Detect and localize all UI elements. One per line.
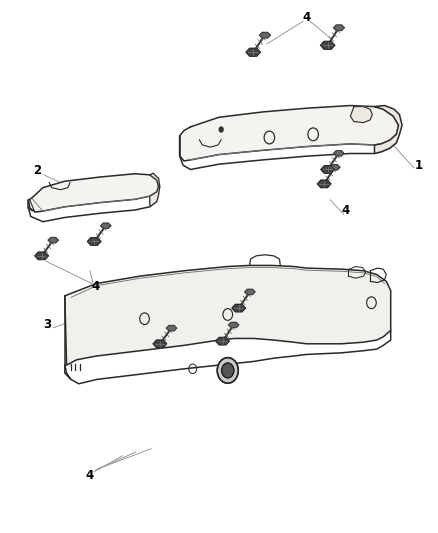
Polygon shape [28, 174, 159, 212]
Polygon shape [374, 106, 402, 154]
Text: 1: 1 [414, 159, 422, 172]
Polygon shape [246, 49, 260, 56]
Polygon shape [216, 337, 229, 345]
Polygon shape [166, 326, 177, 331]
Polygon shape [180, 106, 399, 161]
Polygon shape [334, 151, 344, 156]
Polygon shape [321, 42, 335, 49]
Text: 4: 4 [86, 469, 94, 482]
Polygon shape [153, 340, 166, 348]
Text: 2: 2 [33, 164, 41, 177]
Polygon shape [232, 304, 245, 312]
Circle shape [219, 126, 224, 133]
Polygon shape [318, 180, 331, 188]
Polygon shape [350, 107, 372, 123]
Text: 4: 4 [303, 11, 311, 23]
Polygon shape [260, 33, 270, 38]
Circle shape [222, 363, 234, 378]
Polygon shape [48, 238, 58, 243]
Circle shape [217, 358, 238, 383]
Polygon shape [333, 25, 344, 30]
Text: 4: 4 [342, 204, 350, 217]
Text: 4: 4 [92, 280, 99, 293]
Text: 3: 3 [43, 318, 51, 330]
Polygon shape [229, 322, 239, 328]
Polygon shape [321, 166, 334, 173]
Polygon shape [245, 289, 255, 295]
Polygon shape [88, 238, 101, 245]
Polygon shape [101, 223, 111, 229]
Polygon shape [150, 173, 160, 207]
Polygon shape [35, 252, 48, 260]
Polygon shape [330, 165, 340, 170]
Polygon shape [65, 265, 391, 365]
